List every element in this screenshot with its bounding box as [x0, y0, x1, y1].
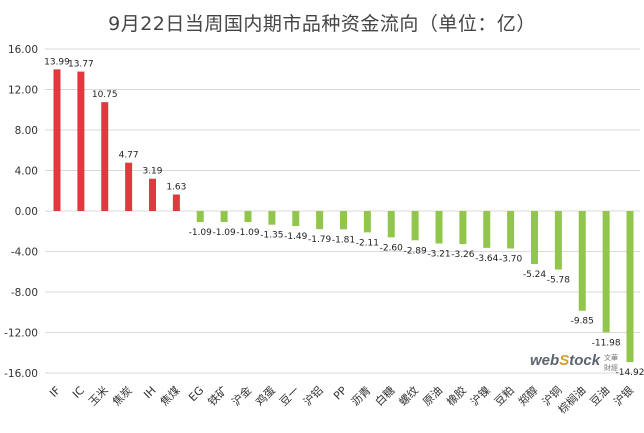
webstock-logo: webStock	[530, 351, 601, 369]
data-label: -14.92	[615, 368, 644, 378]
data-label: 13.77	[68, 60, 94, 70]
data-label: -2.60	[380, 243, 404, 253]
category-label: 棕榈油	[555, 383, 588, 416]
category-label: 橡胶	[444, 383, 469, 408]
bar	[387, 211, 395, 238]
bar	[435, 211, 443, 244]
category-label: IF	[47, 384, 63, 400]
data-label: -11.98	[592, 338, 621, 348]
category-label: 焦煤	[158, 384, 183, 409]
y-tick-label: -16.00	[4, 368, 38, 380]
watermark-logo: webStock 文華財經	[530, 348, 620, 373]
data-label: -1.81	[332, 235, 355, 245]
bar	[531, 211, 538, 265]
bar	[268, 211, 276, 225]
bar	[101, 102, 109, 211]
bar	[363, 211, 371, 233]
category-label: 焦炭	[110, 384, 135, 409]
data-label: -1.35	[260, 231, 283, 241]
data-label: -2.11	[356, 238, 379, 248]
category-label: 郑醇	[515, 383, 540, 408]
bar	[459, 211, 467, 245]
category-label: IH	[141, 384, 158, 401]
category-label: 豆一	[277, 384, 302, 409]
data-label: 13.99	[44, 57, 70, 67]
category-label: 沥青	[349, 384, 374, 409]
category-label: 沪银	[611, 383, 636, 408]
data-label: 10.75	[92, 90, 118, 100]
bar	[483, 211, 491, 248]
category-label: 原油	[420, 383, 445, 408]
data-label: 1.63	[166, 182, 186, 192]
data-label: -1.09	[212, 228, 236, 238]
data-label: -5.24	[523, 270, 547, 280]
y-tick-label: -8.00	[11, 287, 38, 299]
chart-title: 9月22日当周国内期市品种资金流向（单位：亿）	[108, 13, 536, 35]
data-label: 4.77	[119, 151, 139, 161]
data-label: -3.21	[427, 250, 450, 260]
y-tick-label: -12.00	[4, 328, 38, 340]
category-label: 玉米	[86, 384, 111, 409]
data-label: -1.49	[284, 232, 308, 242]
bar	[316, 211, 324, 230]
bar	[77, 71, 85, 211]
bar	[411, 211, 419, 241]
data-label: -3.64	[475, 254, 499, 264]
bar	[507, 211, 515, 249]
data-label: -3.70	[499, 254, 523, 264]
y-tick-label: -4.00	[11, 247, 38, 259]
y-tick-label: 16.00	[8, 44, 38, 56]
y-axis: 16.00 12.00 8.00 4.00 0.00 -4.00 -8.00 -12.00 -1…	[4, 44, 38, 380]
category-label: 白糖	[372, 383, 397, 408]
bar-layer	[53, 69, 634, 363]
data-label: -1.09	[189, 228, 213, 238]
y-tick-label: 0.00	[15, 206, 38, 218]
bar	[554, 211, 562, 270]
data-label: -2.89	[403, 246, 427, 256]
data-label: -1.09	[236, 228, 260, 238]
bar	[125, 162, 133, 211]
y-tick-label: 4.00	[15, 166, 38, 178]
data-label: -5.78	[547, 276, 571, 286]
category-label: 沪镍	[467, 383, 492, 408]
bar	[172, 194, 180, 211]
bar	[292, 211, 300, 227]
data-label: -9.85	[571, 317, 594, 327]
x-axis: IF IC 玉米 焦炭 IH 焦煤 EG 铁矿 沪金 鸡蛋 豆一 沪铝 PP 沥青 白糖 螺纹 原油 橡胶 沪镍 豆粕…	[47, 383, 636, 416]
data-label: 3.19	[142, 167, 162, 177]
bar	[626, 211, 634, 363]
category-label: 铁矿	[205, 384, 230, 409]
bar	[53, 69, 61, 211]
category-label: 沪铝	[300, 383, 325, 408]
bar	[602, 211, 610, 333]
y-tick-label: 12.00	[8, 85, 38, 97]
category-label: 螺纹	[396, 383, 421, 408]
y-tick-label: 8.00	[15, 125, 38, 137]
category-label: 豆粕	[491, 383, 516, 408]
data-label: -3.26	[451, 250, 475, 260]
bar	[196, 211, 204, 223]
category-label: IC	[70, 384, 87, 401]
category-label: EG	[186, 384, 206, 404]
data-label: -1.79	[308, 235, 332, 245]
bar	[220, 211, 228, 223]
bar	[244, 211, 252, 223]
bar	[578, 211, 586, 311]
category-label: 沪金	[229, 383, 254, 408]
category-label: 鸡蛋	[253, 383, 278, 408]
bar	[149, 178, 156, 211]
bar	[340, 211, 347, 230]
watermark-cn-text: 文華財經	[604, 354, 619, 372]
category-label: PP	[331, 384, 350, 403]
category-label: 豆油	[587, 383, 612, 408]
